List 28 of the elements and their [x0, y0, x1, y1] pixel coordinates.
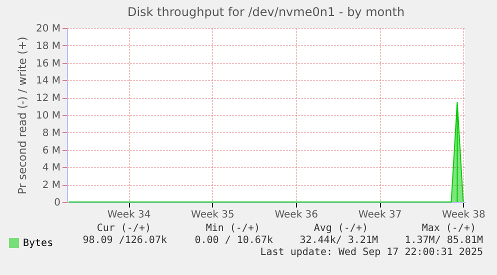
text: Max (-/+) — [422, 223, 476, 234]
text: Last update: Wed Sep 17 22:00:31 2025 — [260, 247, 483, 258]
y-tick-label: 6 M — [42, 145, 60, 156]
y-tick-label: 0 — [54, 198, 60, 208]
y-tick-label: 10 M — [36, 110, 60, 122]
y-tick-label: 4 M — [42, 162, 60, 174]
text: Cur (-/+) — [96, 223, 151, 234]
y-axis-title: Pr second read (-) / write (+) — [16, 36, 29, 194]
legend-label: Bytes — [23, 238, 54, 249]
x-tick-label: Week 38 — [442, 210, 486, 220]
x-tick-label: Week 34 — [107, 210, 151, 220]
y-tick-label: 18 M — [36, 40, 60, 52]
chart-title: Disk throughput for /dev/nvme0n1 - by month — [127, 5, 405, 19]
text: Avg (-/+) — [314, 223, 368, 234]
y-tick-label: 8 M — [42, 128, 60, 139]
y-tick-label: 2 M — [42, 180, 60, 192]
text: Min (-/+) — [206, 223, 260, 234]
text: 1.37M/ 85.81M — [404, 235, 483, 246]
text: 0.00 / 10.67k — [194, 235, 273, 246]
x-tick-label: Week 37 — [358, 210, 402, 220]
y-tick-label: 12 M — [36, 93, 60, 104]
x-tick-label: Week 35 — [191, 210, 234, 220]
text: 32.44k/ 3.21M — [300, 235, 378, 246]
y-tick-label: 16 M — [36, 58, 60, 70]
y-tick-label: 20 M — [36, 24, 60, 34]
text: 98.09 /126.07k — [82, 235, 167, 246]
x-tick-label: Week 36 — [274, 210, 318, 220]
y-tick-label: 14 M — [36, 76, 60, 87]
